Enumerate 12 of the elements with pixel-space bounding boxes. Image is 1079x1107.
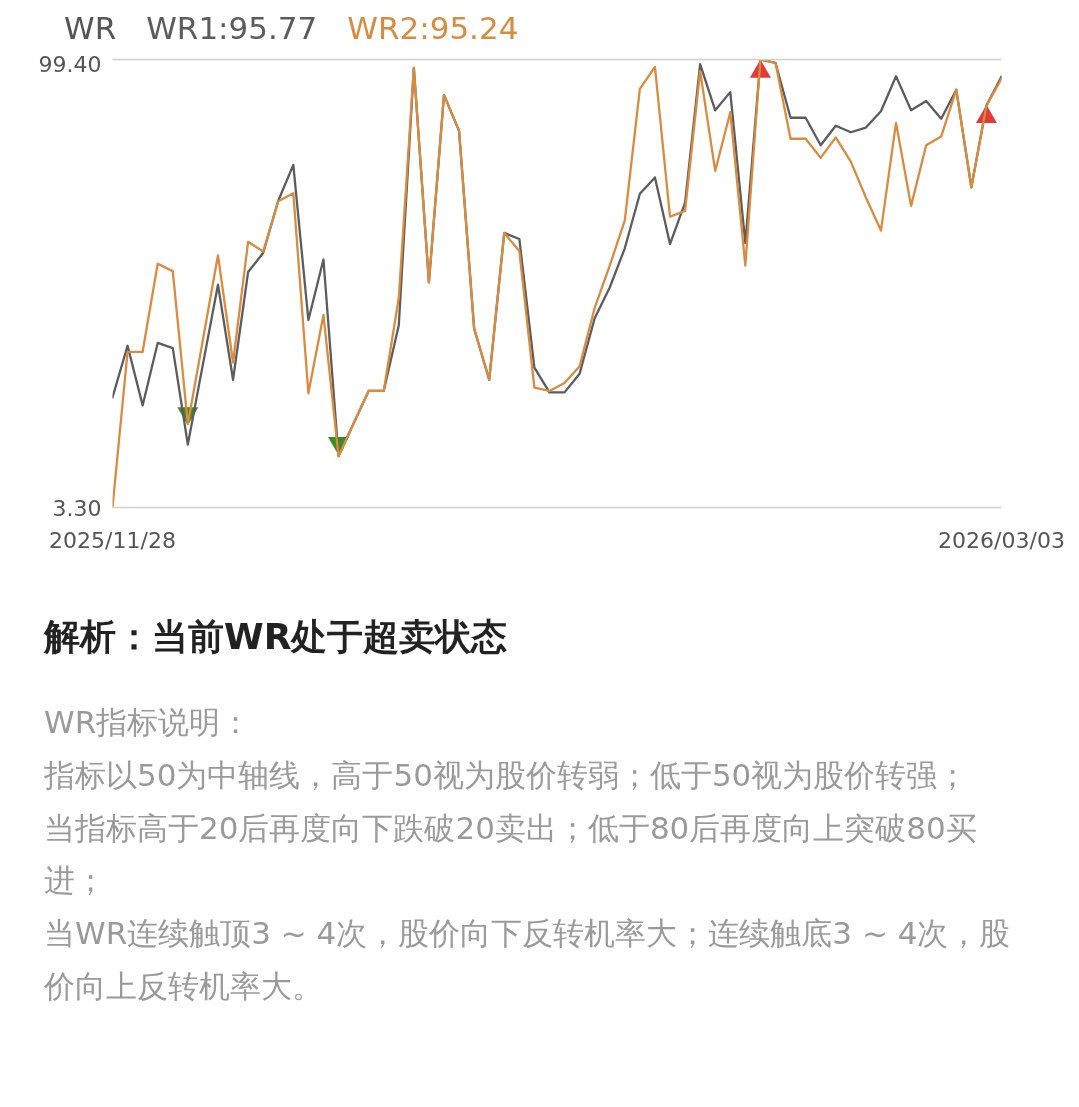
- y-tick-label: 99.40: [38, 51, 102, 77]
- text: WR指标说明：: [44, 703, 253, 743]
- text: 当WR连续触顶3 ~ 4次，股价向下反转机率大；连续触底3 ~ 4次，股价向上反转机率大。: [44, 914, 1012, 1006]
- text: 解析：当前WR处于超卖状态: [44, 615, 509, 659]
- x-tick-label: 2026/03/03: [938, 527, 1065, 553]
- series-label: WR2:95.24: [347, 9, 519, 48]
- chart-title: WR: [64, 9, 117, 48]
- text: 指标以50为中轴线，高于50视为股价转弱；低于50视为股价转强；: [44, 756, 970, 796]
- y-tick-label: 3.30: [52, 495, 102, 521]
- text: WR1:95.77: [146, 9, 318, 48]
- text: 当指标高于20后再度向下跌破20卖出；低于80后再度向上突破80买进；: [44, 808, 978, 901]
- x-tick-label: 2025/11/28: [49, 527, 176, 553]
